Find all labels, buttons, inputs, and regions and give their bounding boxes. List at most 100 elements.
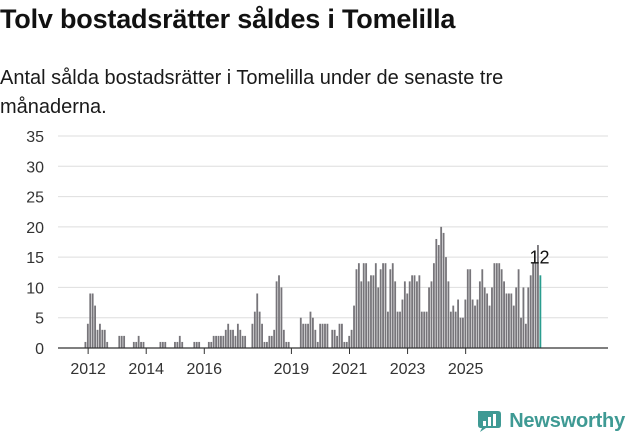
bar [304,323,307,348]
bar [353,305,355,348]
brand-name: Newsworthy [509,409,625,432]
bar [534,263,537,348]
bar [217,335,220,348]
y-tick-label: 30 [26,159,44,176]
bar [481,269,484,348]
bar [198,341,201,348]
bar [343,341,346,348]
bar [389,269,392,348]
bar [324,323,326,348]
bar [403,281,406,348]
bar [416,281,418,348]
bar [341,323,343,348]
bar [515,287,518,348]
chart-title: Tolv bostadsrätter såldes i Tomelilla [0,4,456,34]
bar [256,293,259,348]
bar [263,341,266,348]
bar [278,275,280,348]
bar [447,281,450,348]
bar [224,329,227,348]
x-tick-label: 2014 [128,361,164,375]
bar [174,341,176,348]
bar [96,329,99,348]
y-tick-label: 35 [26,129,44,146]
bar [517,269,520,348]
bar [222,335,225,348]
bar [527,287,530,348]
bar [244,335,247,348]
bar [466,269,469,348]
bar [321,323,324,348]
bar [181,341,184,348]
bar [476,299,479,348]
bar [142,341,145,348]
bar [493,263,496,348]
bar [336,335,338,348]
bar [370,275,372,348]
bar [220,335,222,348]
gridlines [58,135,608,319]
x-tick-label: 2016 [186,361,222,375]
bar [159,341,162,348]
newsworthy-logo: Newsworthy [477,409,625,433]
bar [362,263,365,348]
bar [408,281,411,348]
last-value-label: 12 [529,247,549,267]
bar [379,269,382,348]
bar [86,323,89,348]
y-tick-label: 20 [26,220,44,237]
bar [345,341,348,348]
bar [266,341,268,348]
y-axis: 0 5 10 15 20 25 30 35 [26,129,44,358]
bar [212,335,215,348]
x-tick-label: 2012 [70,361,106,375]
bar [326,323,329,348]
bar [374,263,377,348]
bar [469,269,472,348]
bar [520,317,522,348]
bar [532,263,535,348]
bar [331,329,334,348]
bar [367,281,370,348]
bar [164,341,167,348]
x-tick-label: 2021 [332,361,368,375]
bar [459,317,462,348]
bar [483,287,486,348]
y-tick-label: 0 [35,341,44,358]
bar-series [84,226,542,348]
bar [311,317,314,348]
bar [471,299,474,348]
bar [106,341,109,348]
bar [261,323,263,348]
bar [500,269,503,348]
bar [234,335,237,348]
bar [418,275,421,348]
y-tick-label: 15 [26,250,44,267]
bar [394,281,397,348]
bar [396,311,399,348]
bar [273,329,276,348]
bar [282,329,285,348]
bar [195,341,198,348]
bar [486,293,489,348]
bar [140,341,142,348]
bar [360,281,363,348]
bar [508,293,510,348]
bar [227,323,230,348]
annotations: 12 [529,247,549,267]
bar [478,281,481,348]
bar [474,305,476,348]
bar [382,263,384,348]
bar [137,335,140,348]
bar [411,275,414,348]
bar [316,341,319,348]
x-tick-label: 2019 [274,361,310,375]
x-tick-label: 2023 [390,361,426,375]
bar [307,323,309,348]
bar [539,275,542,348]
bar [232,329,234,348]
bar [258,311,261,348]
bar [522,287,525,348]
bar [91,293,94,348]
